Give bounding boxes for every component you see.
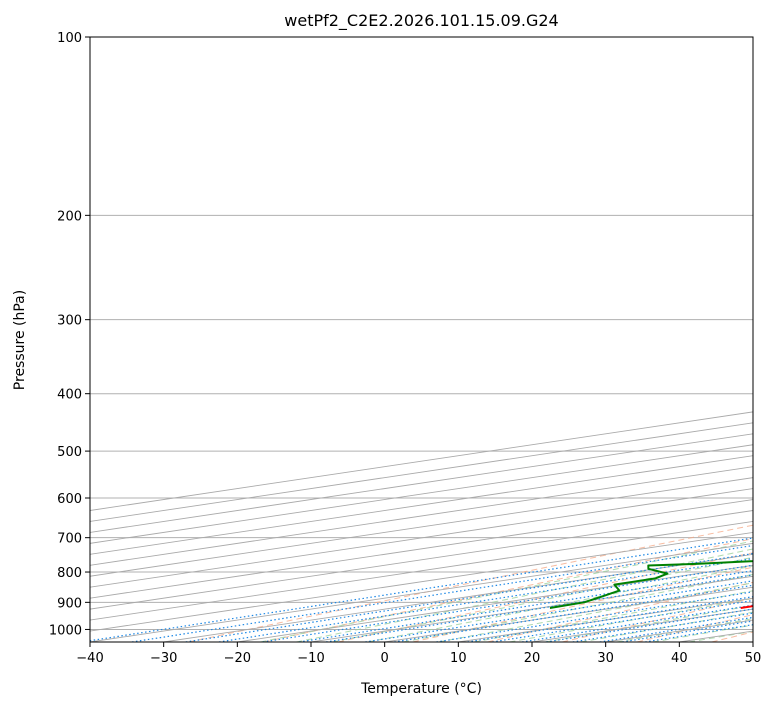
y-tick-label: 900 — [57, 596, 82, 611]
mixing-ratio-line — [262, 564, 753, 642]
x-tick-label: −20 — [224, 651, 251, 666]
isotherm-line — [90, 531, 753, 632]
x-tick-label: −30 — [150, 651, 177, 666]
moist-adiabat — [332, 556, 753, 642]
y-tick-label: 600 — [57, 492, 82, 507]
isotherm-line — [90, 444, 753, 544]
y-axis-ticks: 100 200 300 400 500 600 700 800 900 1000 — [49, 31, 90, 638]
dry-adiabat — [412, 566, 753, 642]
dry-adiabat — [188, 524, 753, 642]
chart-title: wetPf2_C2E2.2026.101.15.09.G24 — [284, 11, 558, 31]
x-tick-label: 30 — [597, 651, 614, 666]
dry-adiabats — [188, 524, 753, 642]
x-tick-label: 10 — [450, 651, 467, 666]
sounding-profiles — [549, 560, 753, 609]
plot-frame — [89, 36, 754, 643]
x-tick-label: 20 — [524, 651, 541, 666]
x-tick-label: −40 — [76, 651, 103, 666]
y-tick-label: 100 — [57, 31, 82, 46]
y-tick-label: 200 — [57, 209, 82, 224]
x-tick-label: 50 — [745, 651, 762, 666]
skewed-isotherms — [90, 411, 753, 642]
moist-adiabats — [260, 540, 753, 642]
y-tick-label: 800 — [57, 566, 82, 581]
y-tick-label: 400 — [57, 388, 82, 403]
x-tick-label: 40 — [671, 651, 688, 666]
isotherm-line — [90, 488, 753, 588]
x-axis-label: Temperature (°C) — [360, 681, 482, 697]
y-axis-label: Pressure (hPa) — [12, 290, 28, 390]
moist-adiabat — [296, 548, 753, 642]
dry-adiabat — [263, 538, 753, 642]
moist-adiabat — [473, 590, 753, 642]
isotherm-line — [90, 466, 753, 566]
isotherm-line — [90, 499, 753, 599]
isotherm-line — [90, 520, 753, 621]
y-tick-label: 300 — [57, 314, 82, 329]
mixing-ratio-line — [599, 616, 753, 642]
y-tick-label: 1000 — [49, 623, 82, 638]
y-tick-label: 500 — [57, 445, 82, 460]
mixing-ratio-line — [326, 574, 753, 642]
x-axis-ticks: −40 −30 −20 −10 0 10 20 30 40 50 — [76, 642, 761, 666]
isotherm-line — [90, 477, 753, 577]
x-tick-label: 0 — [381, 651, 389, 666]
x-tick-label: −10 — [297, 651, 324, 666]
mixing-ratio-line — [299, 570, 753, 642]
mixing-ratio-line — [218, 557, 753, 642]
moist-adiabat — [403, 573, 753, 642]
isotherm-line — [90, 510, 753, 610]
y-tick-label: 700 — [57, 532, 82, 547]
dewpoint-profile — [549, 560, 753, 609]
dry-adiabat — [487, 581, 753, 642]
isotherm-line — [90, 455, 753, 555]
